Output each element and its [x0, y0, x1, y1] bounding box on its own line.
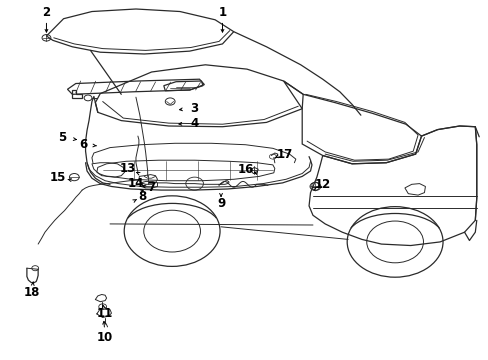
- Text: 15: 15: [49, 171, 66, 184]
- Text: 6: 6: [79, 138, 87, 151]
- Text: 14: 14: [127, 177, 144, 190]
- Text: 16: 16: [237, 163, 253, 176]
- Text: 2: 2: [42, 6, 50, 19]
- Text: 8: 8: [139, 190, 146, 203]
- Text: 3: 3: [190, 102, 198, 114]
- Text: 17: 17: [276, 148, 292, 161]
- Text: 4: 4: [190, 117, 198, 130]
- Text: 13: 13: [120, 162, 136, 175]
- Text: 7: 7: [147, 181, 155, 194]
- Text: 5: 5: [59, 131, 66, 144]
- Text: 1: 1: [218, 6, 226, 19]
- Text: 10: 10: [97, 331, 113, 344]
- Text: 18: 18: [23, 286, 40, 299]
- Text: 9: 9: [217, 197, 224, 210]
- Text: 12: 12: [314, 178, 330, 191]
- Text: 11: 11: [97, 307, 113, 320]
